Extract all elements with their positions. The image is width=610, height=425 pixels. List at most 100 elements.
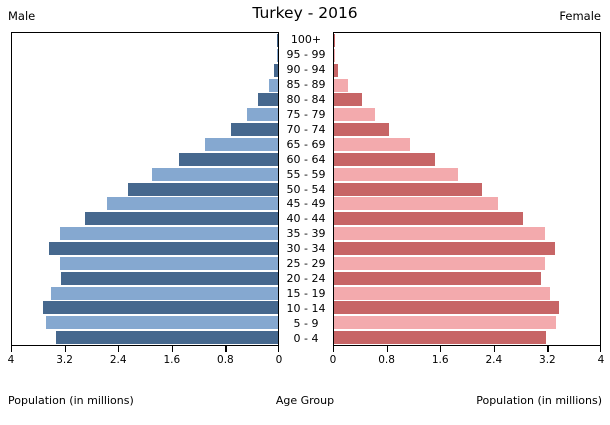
x-tick-label: 0.8 xyxy=(217,354,234,366)
age-group-label: 75 - 79 xyxy=(286,107,326,121)
female-band-95-99 xyxy=(334,48,600,63)
male-bar xyxy=(60,271,278,285)
female-bar xyxy=(334,331,547,345)
female-band-25-29 xyxy=(334,256,600,271)
age-group-label: 100+ xyxy=(290,32,322,46)
x-tick-label: 0.8 xyxy=(378,354,395,366)
female-bar xyxy=(334,63,338,77)
male-axis-label: Population (in millions) xyxy=(8,394,134,407)
x-tick xyxy=(171,346,173,352)
female-bar xyxy=(334,197,499,211)
male-panel: 4 3.2 2.4 1.6 0.8 0 xyxy=(8,32,283,368)
male-bar xyxy=(178,152,278,166)
male-bar xyxy=(48,241,278,255)
female-bar xyxy=(334,33,336,47)
female-band-15-19 xyxy=(334,286,600,301)
male-band-0-4 xyxy=(12,330,278,345)
male-bar xyxy=(277,48,278,62)
female-bar xyxy=(334,316,557,330)
chart-title: Turkey - 2016 xyxy=(252,4,358,22)
age-group-label: 95 - 99 xyxy=(286,47,326,61)
male-axis-ticks xyxy=(11,346,280,352)
age-group-axis-label: Age Group xyxy=(275,394,335,407)
x-tick-label: 2.4 xyxy=(109,354,127,366)
x-tick xyxy=(64,346,66,352)
male-band-25-29 xyxy=(12,256,278,271)
age-group-label: 45 - 49 xyxy=(286,197,326,211)
female-band-45-49 xyxy=(334,196,600,211)
male-bar xyxy=(55,331,278,345)
male-band-30-34 xyxy=(12,241,278,256)
male-band-55-59 xyxy=(12,167,278,182)
age-group-label: 35 - 39 xyxy=(286,227,326,241)
male-band-60-64 xyxy=(12,152,278,167)
age-group-label: 20 - 24 xyxy=(286,272,326,286)
female-band-60-64 xyxy=(334,152,600,167)
x-tick xyxy=(547,346,549,352)
female-axis-tick-labels: 0 0.8 1.6 2.4 3.2 4 xyxy=(329,354,605,368)
x-tick xyxy=(386,346,388,352)
male-bar xyxy=(45,316,278,330)
male-bar xyxy=(276,33,278,47)
age-group-label: 25 - 29 xyxy=(286,257,326,271)
male-bar xyxy=(152,167,278,181)
x-tick xyxy=(600,346,602,352)
male-band-65-69 xyxy=(12,137,278,152)
x-tick-label: 3.2 xyxy=(539,354,556,366)
age-group-label: 30 - 34 xyxy=(286,242,326,256)
male-band-80-84 xyxy=(12,92,278,107)
x-tick xyxy=(278,346,280,352)
x-tick xyxy=(333,346,335,352)
female-panel: 0 0.8 1.6 2.4 3.2 4 xyxy=(329,32,605,368)
male-bar xyxy=(246,108,278,122)
female-bar xyxy=(334,227,546,241)
female-bar xyxy=(334,78,348,92)
x-tick-label: 0 xyxy=(329,354,337,366)
male-band-45-49 xyxy=(12,196,278,211)
x-tick xyxy=(225,346,227,352)
age-group-label: 10 - 14 xyxy=(286,302,326,316)
female-bar xyxy=(334,93,362,107)
male-bar xyxy=(42,301,278,315)
age-group-axis: 100+ 95 - 99 90 - 94 85 - 89 80 - 84 75 - 79 7… xyxy=(279,32,333,346)
female-bar xyxy=(334,182,483,196)
female-band-70-74 xyxy=(334,122,600,137)
male-bar xyxy=(107,197,278,211)
age-group-label: 90 - 94 xyxy=(286,62,326,76)
male-chart-area xyxy=(11,32,279,346)
female-bar xyxy=(334,48,335,62)
x-tick-label: 1.6 xyxy=(431,354,449,366)
female-header-label: Female xyxy=(559,9,601,23)
age-group-label: 80 - 84 xyxy=(286,92,326,106)
female-band-85-89 xyxy=(334,78,600,93)
age-group-label: 60 - 64 xyxy=(286,152,326,166)
female-band-90-94 xyxy=(334,63,600,78)
male-bar xyxy=(128,182,278,196)
male-bar xyxy=(269,78,278,92)
female-band-0-4 xyxy=(334,330,600,345)
female-bar xyxy=(334,271,542,285)
female-bar xyxy=(334,241,556,255)
female-band-75-79 xyxy=(334,107,600,122)
male-band-75-79 xyxy=(12,107,278,122)
male-bar xyxy=(230,123,278,137)
male-band-15-19 xyxy=(12,286,278,301)
female-bar xyxy=(334,212,523,226)
female-band-5-9 xyxy=(334,315,600,330)
female-axis-label: Population (in millions) xyxy=(476,394,602,407)
x-tick xyxy=(118,346,120,352)
male-band-90-94 xyxy=(12,63,278,78)
female-band-10-14 xyxy=(334,300,600,315)
male-band-85-89 xyxy=(12,78,278,93)
female-axis-ticks xyxy=(333,346,602,352)
male-axis-tick-labels: 4 3.2 2.4 1.6 0.8 0 xyxy=(8,354,283,368)
male-band-35-39 xyxy=(12,226,278,241)
female-band-50-54 xyxy=(334,182,600,197)
male-header-label: Male xyxy=(8,9,36,23)
female-bar xyxy=(334,137,411,151)
female-band-40-44 xyxy=(334,211,600,226)
x-tick-label: 0 xyxy=(275,354,283,366)
x-tick-label: 1.6 xyxy=(163,354,181,366)
female-bar xyxy=(334,301,559,315)
